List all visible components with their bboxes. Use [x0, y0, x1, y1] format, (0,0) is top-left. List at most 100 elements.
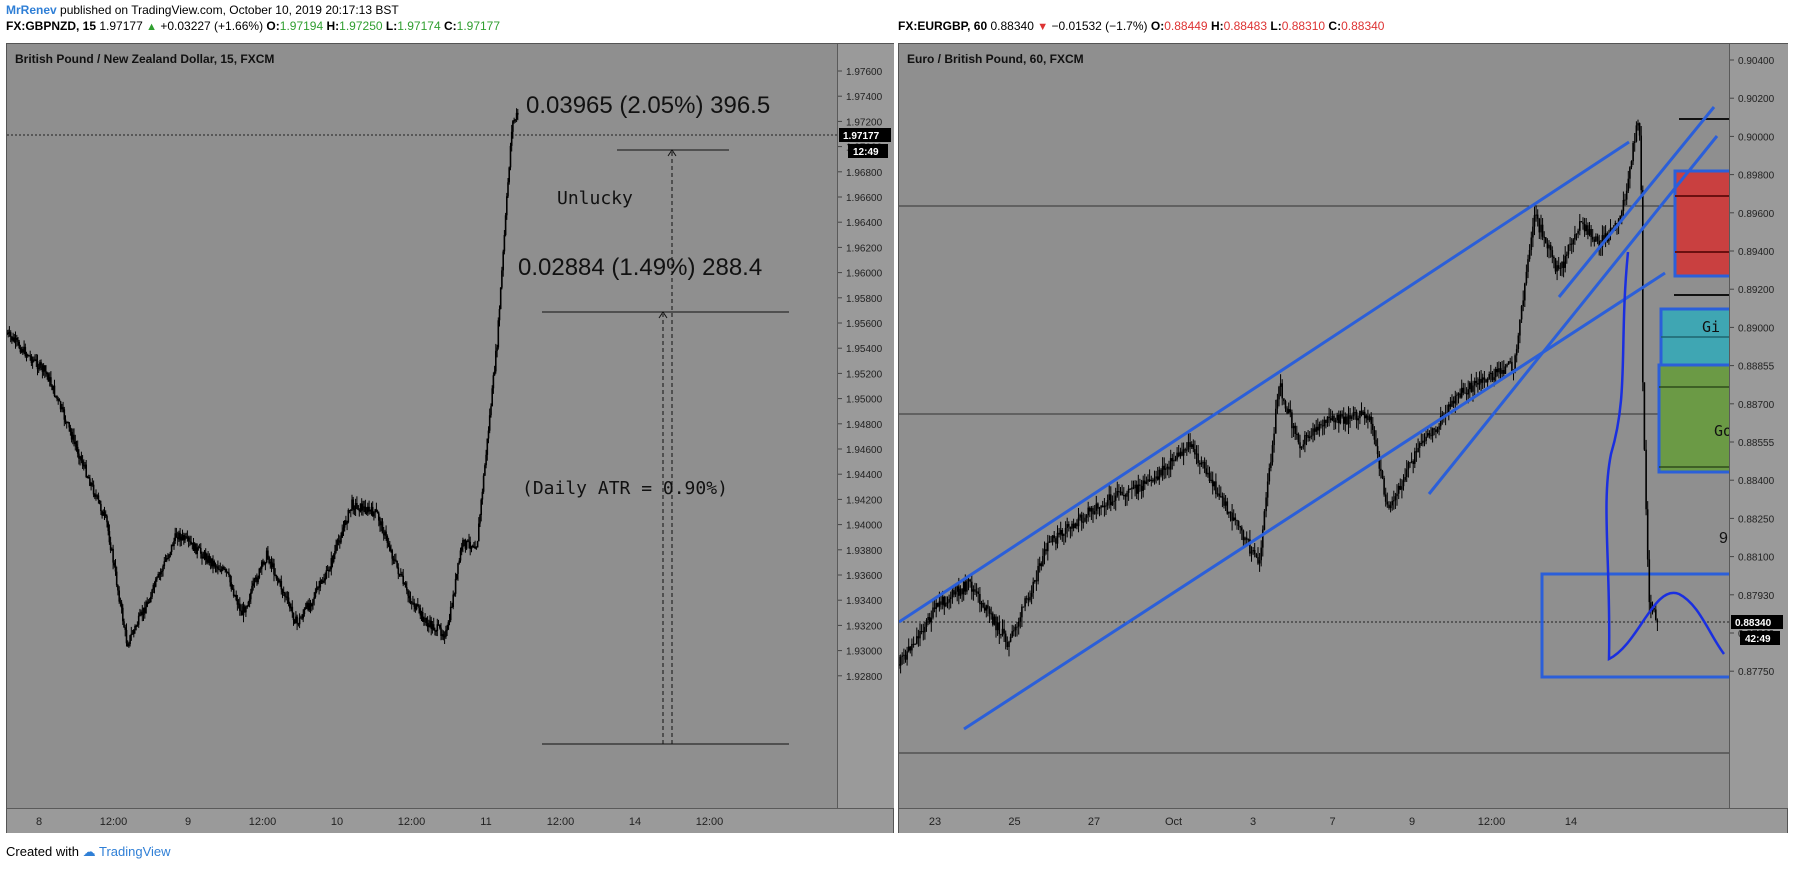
price-tick-label: 1.93800	[846, 546, 883, 557]
candle-body	[184, 536, 186, 541]
candle-body	[1006, 642, 1009, 647]
candle-body	[1080, 514, 1083, 523]
candle-body	[195, 543, 197, 555]
candle-body	[69, 427, 72, 432]
candle-body	[41, 365, 44, 372]
candle-body	[222, 567, 224, 570]
left-symbol[interactable]: FX:GBPNZD, 15	[6, 19, 97, 33]
right-price-chart[interactable]: Gi li Go 9	[899, 44, 1729, 808]
candle-body	[248, 599, 251, 602]
tradingview-brand-link[interactable]: TradingView	[99, 844, 171, 859]
candle-body	[14, 338, 17, 342]
right-chart-panel[interactable]: Gi li Go 9 Euro / British Pound, 60, FXC…	[898, 43, 1788, 833]
candle-body	[1278, 386, 1280, 400]
right-price-axis[interactable]: 0.90400 0.90200 0.90000 0.89800 0.89600 0.894…	[1729, 44, 1788, 808]
candle-body	[1187, 442, 1190, 450]
candle-body	[1220, 496, 1222, 498]
candle-body	[1506, 364, 1508, 367]
left-plot-area[interactable]: 0.03965 (2.05%) 396.5 Unlucky 0.02884 (1…	[6, 44, 837, 808]
candle-body	[51, 385, 53, 390]
candle-body	[1068, 524, 1070, 527]
left-chart-title: British Pound / New Zealand Dollar, 15, …	[15, 52, 275, 66]
candle-body	[1089, 507, 1091, 512]
candle-body	[165, 558, 168, 561]
candle-body	[179, 532, 181, 541]
candle-body	[1456, 394, 1458, 396]
price-tick-label: 1.94000	[846, 521, 883, 532]
candle-body	[1469, 382, 1471, 390]
candle-body	[1530, 237, 1533, 250]
price-tick-label: 0.89400	[1738, 247, 1775, 258]
candle-body	[386, 536, 389, 543]
candle-body	[1402, 480, 1405, 487]
candle-body	[1475, 380, 1478, 383]
left-chart-panel[interactable]: 0.03965 (2.05%) 396.5 Unlucky 0.02884 (1…	[6, 43, 894, 833]
candle-body	[1192, 444, 1195, 449]
candle-body	[1451, 400, 1453, 407]
tradingview-logo-icon[interactable]: ☁	[82, 844, 96, 859]
candle-body	[1467, 389, 1469, 395]
candle-body	[304, 607, 307, 609]
demand-zone-box	[1657, 363, 1729, 474]
left-time-axis[interactable]: 8 12:00 9 12:00 10 12:00 11 12:00 14 12:00	[7, 808, 893, 833]
candle-body	[353, 509, 356, 511]
candle-body	[1127, 488, 1130, 493]
candle-body	[1297, 433, 1300, 443]
candle-body	[440, 627, 442, 636]
author-link[interactable]: MrRenev	[6, 3, 57, 17]
price-tick-label: 0.88400	[1738, 476, 1775, 487]
candle-body	[1294, 425, 1296, 434]
candle-body	[90, 483, 92, 486]
candle-body	[962, 581, 965, 595]
candle-body	[23, 346, 25, 353]
candle-body	[940, 601, 942, 605]
candle-body	[1224, 501, 1227, 506]
candle-body	[1351, 416, 1353, 419]
candle-body	[1135, 484, 1138, 494]
candle-body	[1255, 554, 1258, 557]
candle-body	[189, 540, 191, 542]
candle-body	[1528, 250, 1531, 260]
candle-body	[172, 544, 174, 547]
candle-body	[1365, 415, 1368, 419]
candle-body	[1611, 228, 1613, 230]
candle-body	[112, 548, 114, 563]
candle-body	[901, 655, 903, 657]
candle-body	[62, 407, 64, 410]
candle-body	[1339, 414, 1342, 424]
candle-body	[135, 626, 137, 628]
right-symbol[interactable]: FX:EURGBP, 60	[898, 19, 988, 33]
left-price-chart[interactable]: 0.03965 (2.05%) 396.5 Unlucky 0.02884 (1…	[6, 44, 837, 808]
right-plot-area[interactable]: Gi li Go 9 Euro / British Pound, 60, FXC…	[899, 44, 1729, 808]
candle-body	[1378, 454, 1381, 469]
candle-body	[1566, 254, 1568, 256]
candle-body	[1483, 377, 1486, 380]
candle-body	[407, 590, 409, 596]
candle-body	[285, 596, 287, 598]
candle-body	[1549, 244, 1552, 251]
candle-body	[106, 516, 108, 523]
candle-body	[201, 553, 203, 559]
candle-body	[162, 566, 164, 572]
candle-body	[1124, 495, 1127, 497]
left-price-axis[interactable]: 1.976001.974001.972001.970001.968001.966…	[837, 44, 894, 808]
candle-body	[282, 592, 285, 594]
candle-body	[498, 309, 501, 321]
right-time-axis[interactable]: 23 25 27 Oct 3 7 9 12:00 14	[899, 808, 1787, 833]
candle-body	[990, 613, 992, 615]
candle-body	[943, 596, 946, 607]
candle-body	[1051, 535, 1054, 543]
left-last-price: 1.97177	[99, 19, 143, 33]
candle-body	[1579, 221, 1581, 231]
candle-body	[1347, 415, 1350, 425]
candle-body	[131, 633, 134, 635]
candle-body	[1384, 494, 1387, 502]
candle-body	[209, 558, 212, 563]
candle-body	[217, 566, 219, 570]
candle-body	[1077, 517, 1080, 527]
candle-body	[325, 570, 328, 579]
price-tick-label: 1.96400	[846, 218, 883, 229]
candle-body	[1215, 481, 1217, 495]
candle-body	[126, 643, 129, 647]
candle-body	[1237, 521, 1240, 526]
